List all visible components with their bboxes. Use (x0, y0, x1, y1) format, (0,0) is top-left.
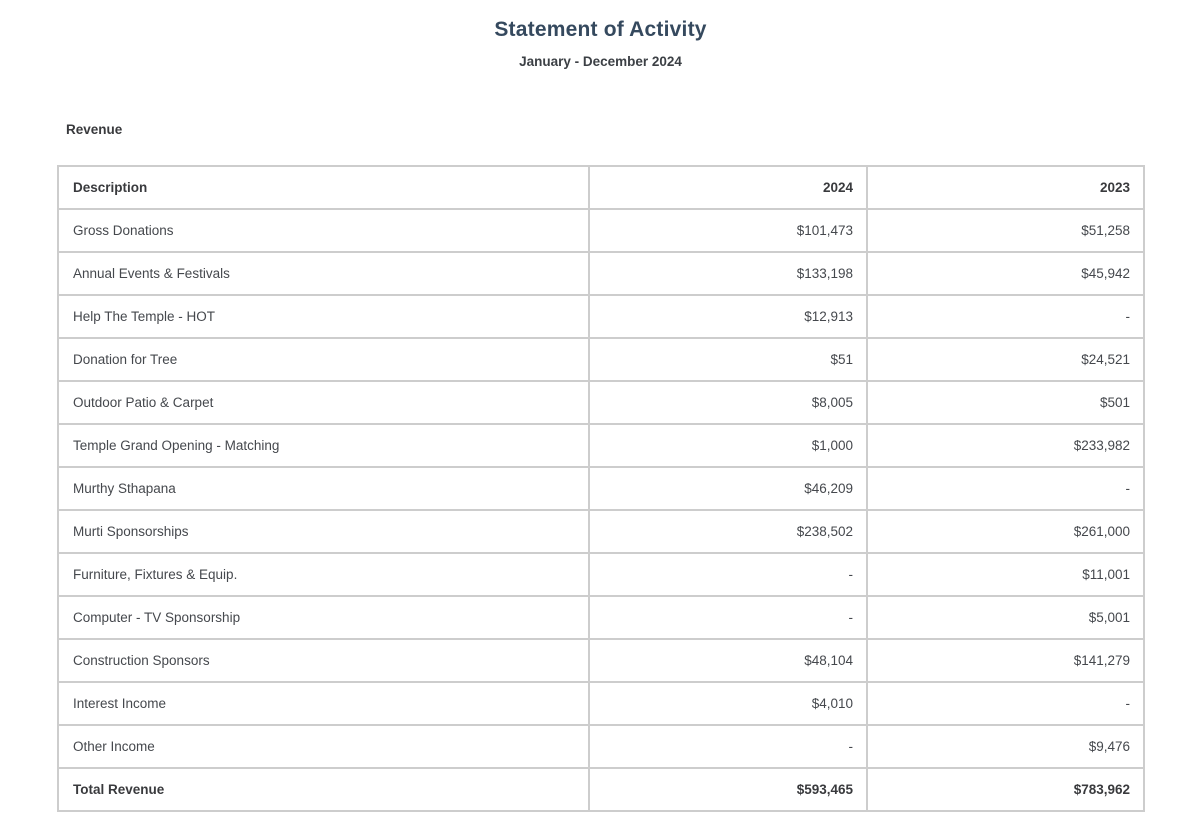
value-2023-cell: - (866, 466, 1145, 511)
value-2023-cell: $51,258 (866, 208, 1145, 253)
value-2023-cell: $9,476 (866, 724, 1145, 769)
value-2024-cell: $101,473 (588, 208, 868, 253)
header-row: Description 2024 2023 (57, 165, 1145, 210)
column-header-description: Description (57, 165, 590, 210)
value-2024-cell: $48,104 (588, 638, 868, 683)
revenue-table: Description 2024 2023 Gross Donations $1… (57, 165, 1145, 812)
column-header-2024: 2024 (588, 165, 868, 210)
report-date-range: January - December 2024 (519, 54, 682, 69)
description-cell: Murthy Sthapana (57, 466, 590, 511)
table-row: Donation for Tree $51 $24,521 (57, 337, 1145, 382)
value-2023-cell: $24,521 (866, 337, 1145, 382)
value-2023-cell: $501 (866, 380, 1145, 425)
revenue-table-footer: Total Revenue $593,465 $783,962 (57, 767, 1145, 812)
description-cell: Annual Events & Festivals (57, 251, 590, 296)
table-row: Outdoor Patio & Carpet $8,005 $501 (57, 380, 1145, 425)
table-row: Gross Donations $101,473 $51,258 (57, 208, 1145, 253)
table-row: Temple Grand Opening - Matching $1,000 $… (57, 423, 1145, 468)
table-row: Construction Sponsors $48,104 $141,279 (57, 638, 1145, 683)
description-cell: Furniture, Fixtures & Equip. (57, 552, 590, 597)
value-2023-cell: $11,001 (866, 552, 1145, 597)
page-title: Statement of Activity (494, 18, 707, 41)
revenue-table-body: Gross Donations $101,473 $51,258 Annual … (57, 208, 1145, 769)
column-header-2023: 2023 (866, 165, 1145, 210)
value-2023-cell: $233,982 (866, 423, 1145, 468)
description-cell: Temple Grand Opening - Matching (57, 423, 590, 468)
description-cell: Donation for Tree (57, 337, 590, 382)
value-2023-cell: - (866, 681, 1145, 726)
value-2024-cell: $238,502 (588, 509, 868, 554)
revenue-section-label: Revenue (66, 122, 123, 137)
value-2024-cell: - (588, 552, 868, 597)
description-cell: Gross Donations (57, 208, 590, 253)
value-2024-cell: - (588, 595, 868, 640)
value-2024-cell: $8,005 (588, 380, 868, 425)
value-2023-cell: $141,279 (866, 638, 1145, 683)
table-row: Annual Events & Festivals $133,198 $45,9… (57, 251, 1145, 296)
value-2024-cell: $51 (588, 337, 868, 382)
table-row: Murthy Sthapana $46,209 - (57, 466, 1145, 511)
value-2024-cell: $46,209 (588, 466, 868, 511)
table-row: Computer - TV Sponsorship - $5,001 (57, 595, 1145, 640)
description-cell: Other Income (57, 724, 590, 769)
description-cell: Outdoor Patio & Carpet (57, 380, 590, 425)
description-cell: Interest Income (57, 681, 590, 726)
value-2023-cell: $5,001 (866, 595, 1145, 640)
total-2023-cell: $783,962 (866, 767, 1145, 812)
value-2024-cell: $12,913 (588, 294, 868, 339)
description-cell: Computer - TV Sponsorship (57, 595, 590, 640)
value-2023-cell: $261,000 (866, 509, 1145, 554)
revenue-table-header: Description 2024 2023 (57, 165, 1145, 210)
total-row: Total Revenue $593,465 $783,962 (57, 767, 1145, 812)
total-2024-cell: $593,465 (588, 767, 868, 812)
value-2024-cell: $133,198 (588, 251, 868, 296)
value-2024-cell: $4,010 (588, 681, 868, 726)
value-2024-cell: - (588, 724, 868, 769)
description-cell: Help The Temple - HOT (57, 294, 590, 339)
table-row: Help The Temple - HOT $12,913 - (57, 294, 1145, 339)
description-cell: Construction Sponsors (57, 638, 590, 683)
value-2023-cell: - (866, 294, 1145, 339)
table-row: Murti Sponsorships $238,502 $261,000 (57, 509, 1145, 554)
table-row: Interest Income $4,010 - (57, 681, 1145, 726)
table-row: Other Income - $9,476 (57, 724, 1145, 769)
description-cell: Murti Sponsorships (57, 509, 590, 554)
total-label-cell: Total Revenue (57, 767, 590, 812)
table-row: Furniture, Fixtures & Equip. - $11,001 (57, 552, 1145, 597)
value-2023-cell: $45,942 (866, 251, 1145, 296)
value-2024-cell: $1,000 (588, 423, 868, 468)
